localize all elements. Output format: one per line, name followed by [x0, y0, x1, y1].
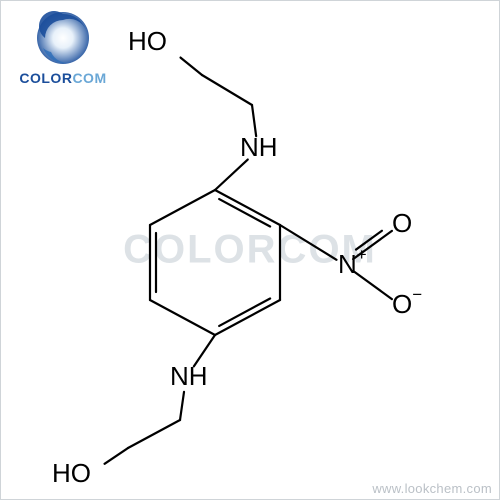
atom-label-no2_o2: O−: [392, 289, 422, 320]
atom-label-oh_top: HO: [128, 26, 167, 57]
watermark-bottom: www.lookchem.com: [372, 481, 492, 496]
atom-label-oh_bot: HO: [52, 458, 91, 489]
atom-label-nh_bot: NH: [170, 361, 208, 392]
atom-label-no2_n: N+: [338, 249, 367, 280]
atom-label-nh_top: NH: [240, 132, 278, 163]
chemical-structure: [0, 0, 500, 500]
atom-label-no2_o1: O: [392, 208, 412, 239]
diagram-canvas: COLORCOM COLORCOM NHHON+OO−NHHO www.look…: [0, 0, 500, 500]
